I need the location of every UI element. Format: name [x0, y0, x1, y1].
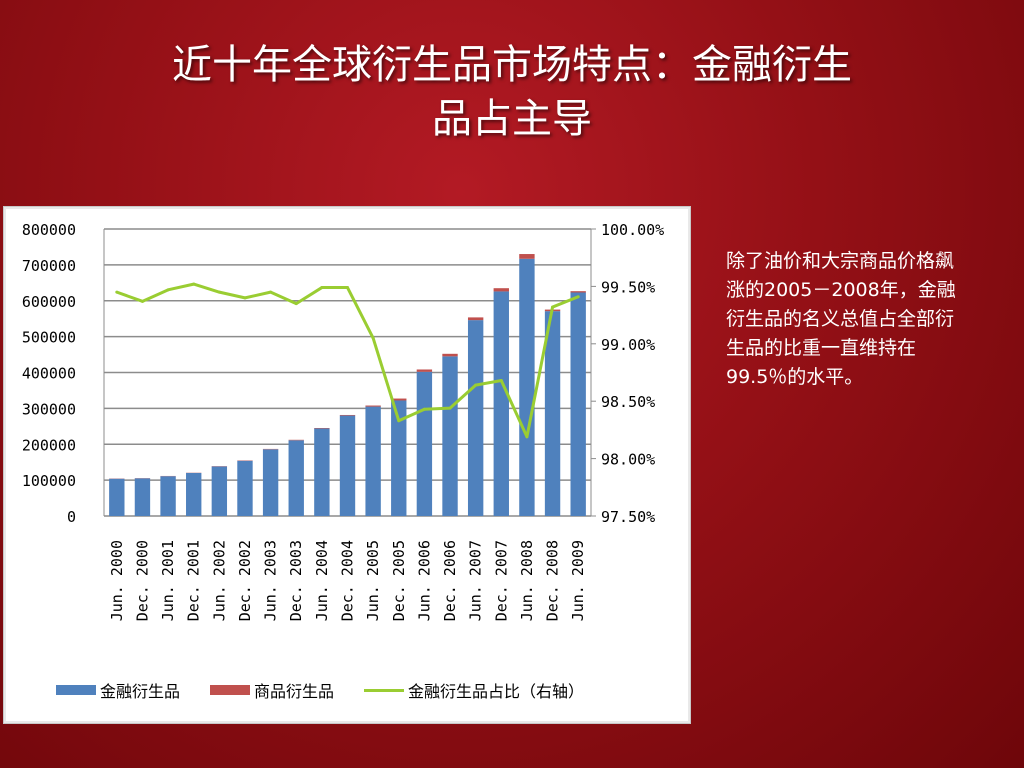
legend-swatch-financial — [56, 685, 96, 695]
bar-financial — [519, 258, 535, 516]
bar-commodity — [442, 353, 458, 357]
bar-financial — [544, 311, 561, 516]
bar-commodity — [467, 317, 484, 321]
left-axis-tick-label: 600000 — [22, 293, 76, 311]
bar-financial — [160, 476, 176, 516]
share-point — [525, 435, 529, 439]
bar-commodity — [519, 254, 535, 259]
share-point — [320, 286, 324, 290]
bar-financial — [442, 356, 458, 516]
category-tick-label: Jun. 2007 — [467, 540, 485, 621]
legend-label-financial: 金融衍生品 — [100, 682, 181, 701]
category-tick-label: Jun. 2000 — [108, 540, 126, 621]
right-axis-tick-label: 100.00% — [601, 221, 664, 239]
left-axis-tick-label: 800000 — [22, 221, 76, 239]
share-point — [371, 336, 375, 340]
bar-financial — [109, 478, 125, 516]
bar-financial — [237, 460, 253, 516]
bar-commodity — [365, 405, 381, 407]
left-axis-tick-label: 100000 — [22, 472, 76, 490]
category-tick-label: Jun. 2004 — [313, 540, 331, 621]
share-point — [346, 286, 349, 290]
bar-financial — [262, 449, 279, 516]
chart-legend: 金融衍生品 商品衍生品 金融衍生品占比（右轴） — [56, 675, 614, 705]
bar-financial — [186, 472, 202, 516]
bar-financial — [493, 291, 509, 516]
right-axis-tick-label: 98.50% — [601, 393, 655, 411]
bar-financial — [570, 292, 586, 516]
left-axis-tick-label: 200000 — [22, 436, 76, 454]
left-axis-tick-label: 700000 — [22, 257, 76, 275]
right-axis-tick-label: 97.50% — [601, 508, 655, 526]
bar-financial — [339, 415, 356, 516]
share-point — [166, 288, 170, 292]
category-tick-label: Dec. 2000 — [133, 540, 151, 621]
left-axis-tick-label: 0 — [67, 508, 76, 526]
category-tick-label: Dec. 2003 — [287, 540, 305, 621]
category-tick-label: Jun. 2008 — [518, 540, 536, 621]
share-point — [217, 290, 221, 294]
legend-label-commodity: 商品衍生品 — [254, 682, 335, 701]
category-tick-label: Jun. 2001 — [159, 540, 177, 621]
title-line-1: 近十年全球衍生品市场特点：金融衍生 — [172, 42, 852, 88]
right-axis-tick-label: 99.00% — [601, 336, 655, 354]
bar-financial — [134, 478, 151, 516]
legend-item-share: 金融衍生品占比（右轴） — [364, 678, 584, 702]
title-line-2: 品占主导 — [432, 96, 592, 142]
bar-financial — [416, 371, 433, 516]
left-axis-tick-label: 500000 — [22, 329, 76, 347]
bar-financial — [314, 428, 330, 516]
category-tick-label: Dec. 2006 — [441, 540, 459, 621]
bar-commodity — [493, 288, 509, 292]
legend-label-share: 金融衍生品占比（右轴） — [408, 682, 585, 701]
right-axis-tick-label: 99.50% — [601, 278, 655, 296]
bar-financial — [365, 406, 381, 516]
share-point — [115, 290, 119, 294]
legend-swatch-share — [364, 688, 405, 692]
share-point — [499, 379, 503, 383]
share-point — [243, 296, 247, 300]
right-axis-tick-label: 98.00% — [601, 451, 655, 469]
category-tick-label: Dec. 2002 — [236, 540, 254, 621]
share-point — [422, 407, 426, 411]
category-tick-label: Dec. 2007 — [492, 540, 510, 621]
category-tick-label: Dec. 2001 — [185, 540, 203, 621]
bar-financial — [391, 400, 407, 516]
legend-item-financial: 金融衍生品 — [56, 678, 180, 702]
share-point — [192, 282, 196, 286]
bar-financial — [467, 320, 484, 516]
category-tick-label: Jun. 2006 — [415, 540, 433, 621]
category-tick-label: Dec. 2004 — [339, 540, 357, 621]
category-tick-label: Dec. 2005 — [390, 540, 408, 621]
bar-commodity — [416, 369, 433, 372]
share-point — [269, 290, 273, 294]
share-point — [474, 383, 478, 387]
legend-swatch-commodity — [210, 685, 251, 695]
share-point — [140, 299, 144, 303]
derivatives-chart: 0 100000 200000 300000 400000 500000 600000 700… — [22, 221, 664, 621]
bar-financial — [211, 466, 228, 516]
bar-commodity — [570, 291, 586, 293]
share-point — [448, 406, 452, 410]
bar-financial — [288, 440, 304, 516]
chart-panel: 0 100000 200000 300000 400000 500000 600000 700… — [3, 206, 691, 724]
share-point — [551, 305, 555, 309]
category-tick-label: Jun. 2003 — [262, 540, 280, 621]
bar-commodity — [339, 414, 356, 416]
share-point — [397, 419, 401, 423]
left-axis-tick-label: 300000 — [22, 400, 76, 418]
category-tick-label: Jun. 2005 — [364, 540, 382, 621]
bar-commodity — [288, 439, 304, 441]
category-tick-label: Jun. 2009 — [569, 540, 587, 621]
share-point — [576, 295, 580, 299]
side-description: 除了油价和大宗商品价格飙涨的2005－2008年，金融衍生品的名义总值占全部衍生… — [726, 250, 956, 388]
share-point — [294, 302, 298, 306]
left-axis-tick-label: 400000 — [22, 365, 76, 383]
category-tick-label: Dec. 2008 — [544, 540, 562, 621]
bar-commodity — [391, 398, 407, 401]
category-tick-label: Jun. 2002 — [210, 540, 228, 621]
slide-title: 近十年全球衍生品市场特点：金融衍生 品占主导 — [0, 38, 1024, 146]
legend-item-commodity: 商品衍生品 — [210, 678, 334, 702]
